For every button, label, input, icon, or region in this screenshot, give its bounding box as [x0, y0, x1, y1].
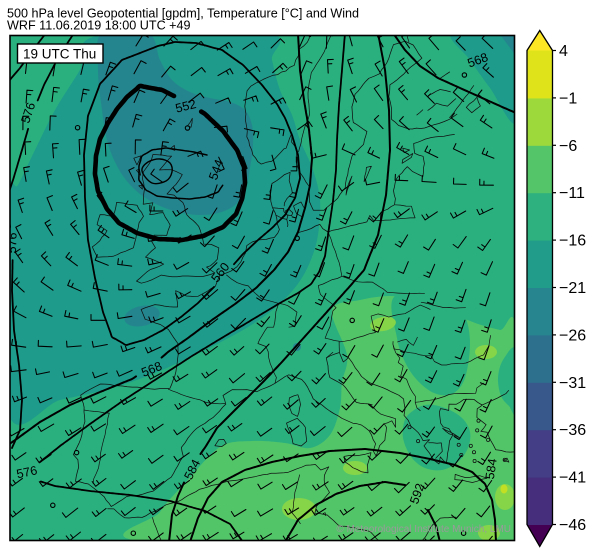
svg-text:552: 552 — [174, 97, 198, 116]
svg-text:−11: −11 — [559, 185, 585, 202]
svg-text:−41: −41 — [559, 470, 586, 487]
svg-text:568: 568 — [466, 50, 490, 70]
svg-text:−16: −16 — [559, 233, 586, 250]
svg-text:4: 4 — [559, 43, 568, 60]
svg-text:576: 576 — [15, 463, 38, 481]
svg-text:500 hPa level Geopotential [gp: 500 hPa level Geopotential [gpdm], Tempe… — [7, 7, 359, 21]
svg-text:−36: −36 — [559, 422, 586, 439]
svg-text:−1: −1 — [559, 90, 577, 107]
svg-text:© Meteorological Institute Mun: © Meteorological Institute Munich, LMU — [336, 524, 511, 535]
svg-text:584: 584 — [483, 458, 500, 481]
svg-text:−6: −6 — [559, 138, 577, 155]
svg-text:−31: −31 — [559, 375, 586, 392]
svg-text:−46: −46 — [559, 517, 586, 534]
svg-text:WRF 11.06.2019 18:00 UTC +49: WRF 11.06.2019 18:00 UTC +49 — [7, 19, 191, 33]
svg-text:−26: −26 — [559, 327, 586, 344]
svg-text:592: 592 — [407, 482, 427, 506]
svg-text:−21: −21 — [559, 280, 586, 297]
svg-text:19 UTC Thu: 19 UTC Thu — [23, 47, 96, 62]
svg-text:576: 576 — [5, 232, 20, 253]
